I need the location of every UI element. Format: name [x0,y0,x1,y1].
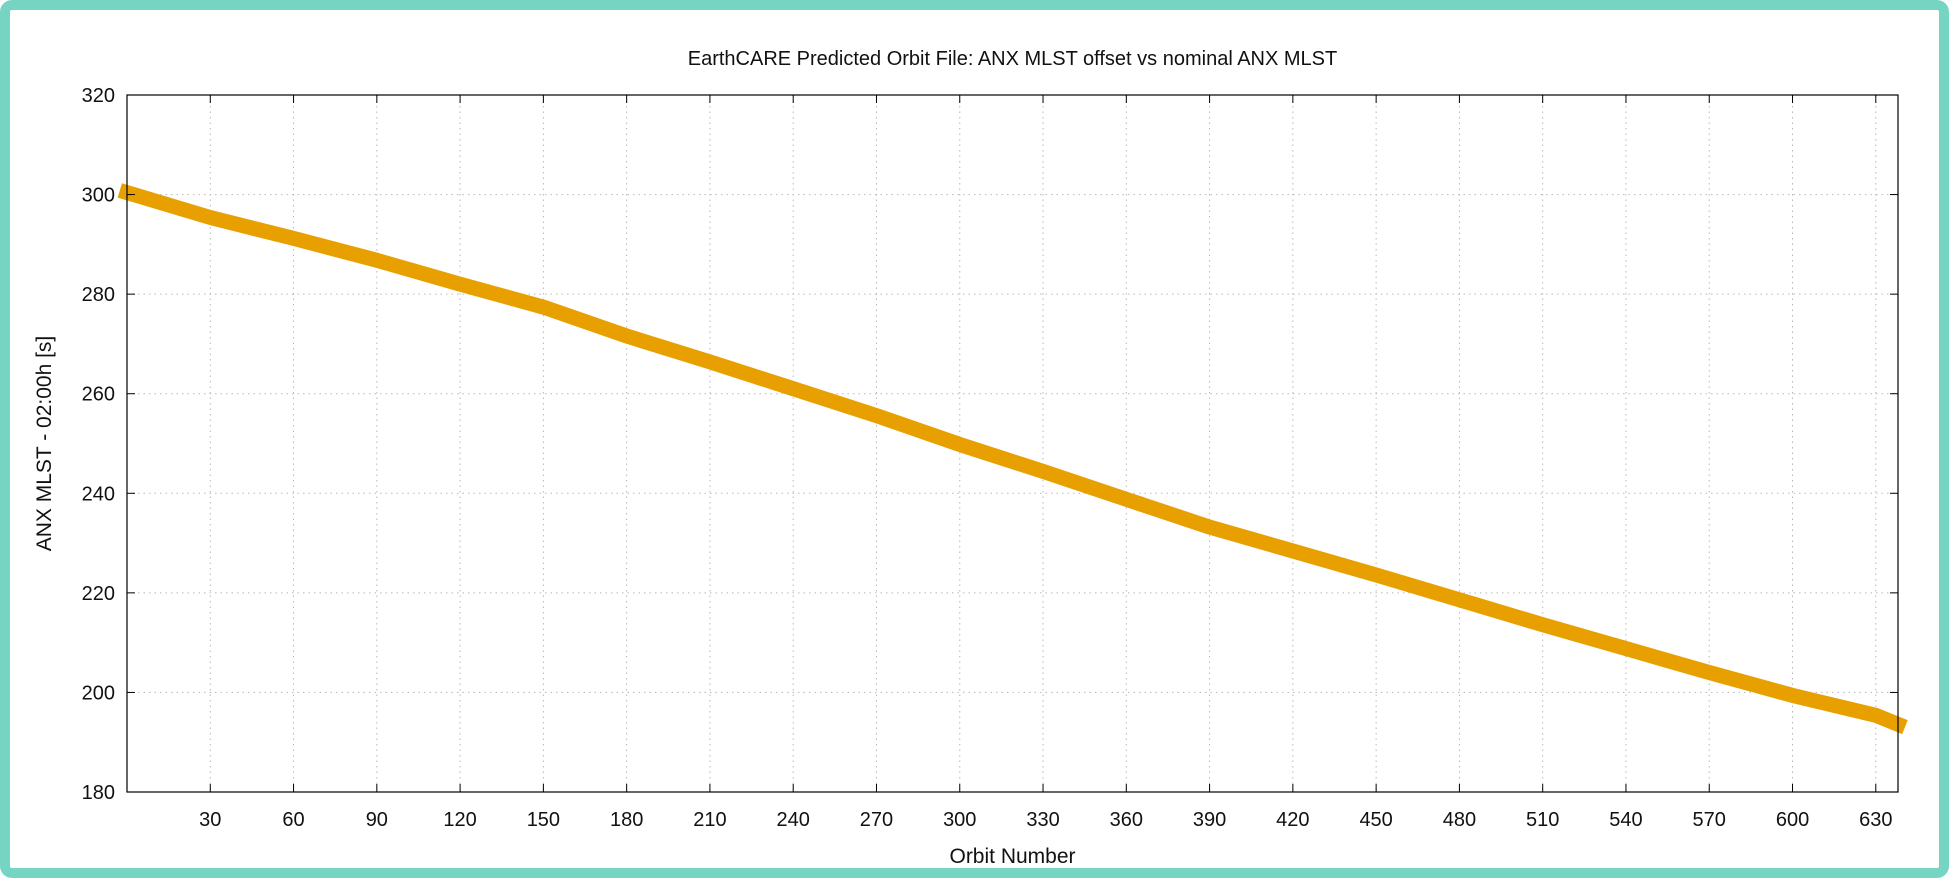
y-tick-label: 240 [82,483,115,505]
x-tick-label: 240 [777,809,810,831]
y-axis-label: ANX MLST - 02:00h [s] [33,336,56,552]
x-tick-label: 60 [282,809,304,831]
x-axis-label: Orbit Number [949,845,1075,868]
x-tick-label: 390 [1193,809,1226,831]
x-tick-label: 480 [1443,809,1476,831]
x-tick-label: 510 [1526,809,1559,831]
series-line [117,183,1908,735]
grid-layer [127,95,1898,792]
x-tick-label: 330 [1026,809,1059,831]
plot-area-frame [126,94,1899,793]
y-tick-label: 280 [82,284,115,306]
x-tick-label: 150 [527,809,560,831]
y-tick-label: 200 [82,682,115,704]
x-tick-label: 360 [1110,809,1143,831]
x-tick-label: 630 [1859,809,1892,831]
y-tick-label: 320 [82,85,115,107]
chart-title: EarthCARE Predicted Orbit File: ANX MLST… [688,48,1338,70]
y-tick-label: 180 [82,782,115,804]
x-tick-label: 90 [366,809,388,831]
y-tick-label: 220 [82,583,115,605]
x-tick-label: 120 [443,809,476,831]
x-tick-label: 540 [1609,809,1642,831]
x-tick-label: 180 [610,809,643,831]
y-tick-label: 300 [82,185,115,207]
x-tick-label: 300 [943,809,976,831]
tick-layer: 30 60 90 120 150 180 210 240 270 300 330 360 390 420 4… [82,85,1898,831]
series-layer [117,183,1908,735]
x-tick-label: 570 [1693,809,1726,831]
x-tick-label: 600 [1776,809,1809,831]
x-tick-label: 210 [693,809,726,831]
x-tick-label: 270 [860,809,893,831]
x-tick-label: 420 [1276,809,1309,831]
y-tick-label: 260 [82,384,115,406]
x-tick-label: 30 [199,809,221,831]
x-tick-label: 450 [1359,809,1392,831]
